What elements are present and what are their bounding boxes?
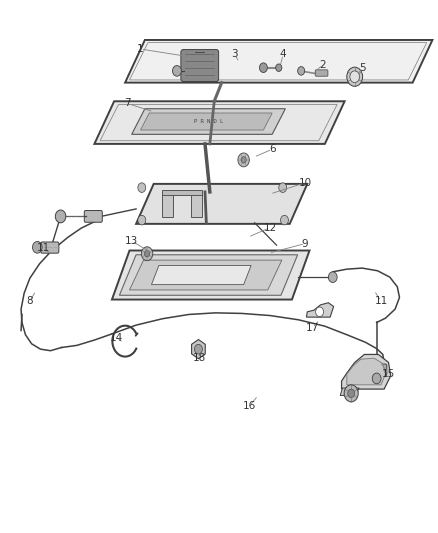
Circle shape bbox=[343, 385, 357, 402]
Polygon shape bbox=[140, 113, 272, 130]
Circle shape bbox=[138, 183, 145, 192]
Circle shape bbox=[138, 215, 145, 225]
Text: 5: 5 bbox=[358, 63, 365, 72]
Circle shape bbox=[275, 64, 281, 71]
Circle shape bbox=[315, 307, 323, 317]
Polygon shape bbox=[129, 260, 281, 290]
Circle shape bbox=[371, 373, 380, 384]
Circle shape bbox=[141, 247, 152, 261]
Text: 3: 3 bbox=[231, 50, 238, 59]
Polygon shape bbox=[162, 190, 201, 195]
Polygon shape bbox=[112, 251, 309, 300]
Polygon shape bbox=[94, 101, 344, 144]
FancyBboxPatch shape bbox=[84, 211, 102, 222]
Text: 15: 15 bbox=[381, 369, 394, 379]
Text: 14: 14 bbox=[110, 334, 123, 343]
Polygon shape bbox=[191, 340, 205, 359]
Text: 7: 7 bbox=[124, 99, 131, 108]
Text: 16: 16 bbox=[242, 401, 255, 411]
Polygon shape bbox=[346, 358, 385, 385]
Circle shape bbox=[259, 63, 267, 72]
Circle shape bbox=[349, 71, 359, 83]
Polygon shape bbox=[119, 255, 297, 295]
Polygon shape bbox=[306, 303, 333, 317]
Circle shape bbox=[347, 389, 354, 398]
Circle shape bbox=[55, 210, 66, 223]
Text: 6: 6 bbox=[268, 144, 275, 154]
Polygon shape bbox=[125, 40, 431, 83]
Circle shape bbox=[346, 67, 362, 86]
FancyBboxPatch shape bbox=[180, 50, 218, 82]
Text: 2: 2 bbox=[318, 60, 325, 70]
Circle shape bbox=[32, 241, 42, 253]
Text: 18: 18 bbox=[193, 353, 206, 363]
Text: 8: 8 bbox=[26, 296, 33, 306]
Polygon shape bbox=[339, 388, 358, 395]
Polygon shape bbox=[191, 192, 201, 217]
FancyBboxPatch shape bbox=[41, 242, 59, 253]
Text: 11: 11 bbox=[36, 243, 49, 253]
Circle shape bbox=[280, 215, 288, 225]
Circle shape bbox=[194, 344, 202, 354]
Text: 10: 10 bbox=[298, 178, 311, 188]
Circle shape bbox=[144, 251, 149, 257]
FancyBboxPatch shape bbox=[314, 70, 327, 76]
Circle shape bbox=[328, 272, 336, 282]
Text: 12: 12 bbox=[263, 223, 276, 232]
Polygon shape bbox=[131, 109, 285, 134]
Text: P R N D L: P R N D L bbox=[194, 119, 223, 124]
Text: 1: 1 bbox=[137, 44, 144, 54]
Polygon shape bbox=[151, 265, 251, 285]
Polygon shape bbox=[162, 192, 173, 217]
Circle shape bbox=[240, 157, 246, 163]
FancyBboxPatch shape bbox=[366, 364, 386, 376]
Polygon shape bbox=[136, 184, 307, 224]
Text: 13: 13 bbox=[125, 236, 138, 246]
Circle shape bbox=[278, 183, 286, 192]
Text: 9: 9 bbox=[301, 239, 308, 248]
Circle shape bbox=[297, 67, 304, 75]
Text: 4: 4 bbox=[279, 50, 286, 59]
Circle shape bbox=[172, 66, 181, 76]
Text: 17: 17 bbox=[305, 323, 318, 333]
Text: 11: 11 bbox=[374, 296, 387, 306]
Polygon shape bbox=[341, 354, 390, 389]
Circle shape bbox=[237, 153, 249, 167]
